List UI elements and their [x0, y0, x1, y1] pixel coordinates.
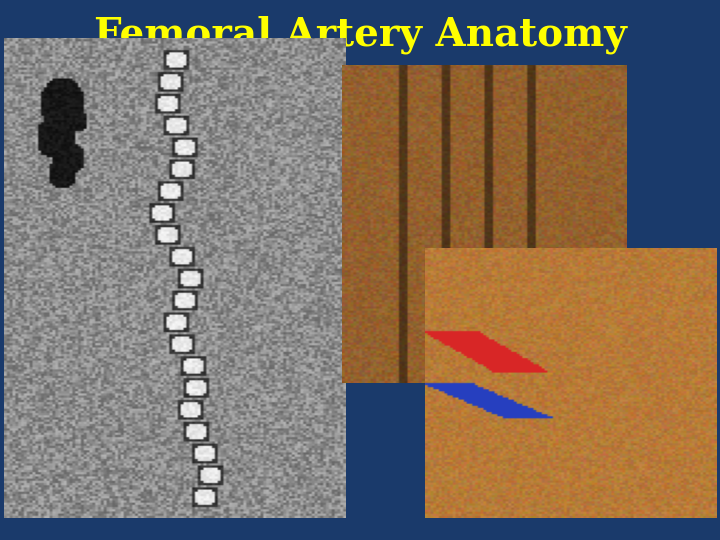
Text: Fem: Fem [472, 160, 501, 173]
Text: Droite: Droite [61, 286, 120, 303]
Text: CFA: CFA [351, 103, 377, 116]
Text: Target: Target [29, 380, 89, 398]
Text: Nerve: Nerve [472, 176, 513, 189]
Text: Femoral Artery Anatomy: Femoral Artery Anatomy [94, 16, 626, 55]
Text: CFV: CFV [351, 119, 378, 132]
